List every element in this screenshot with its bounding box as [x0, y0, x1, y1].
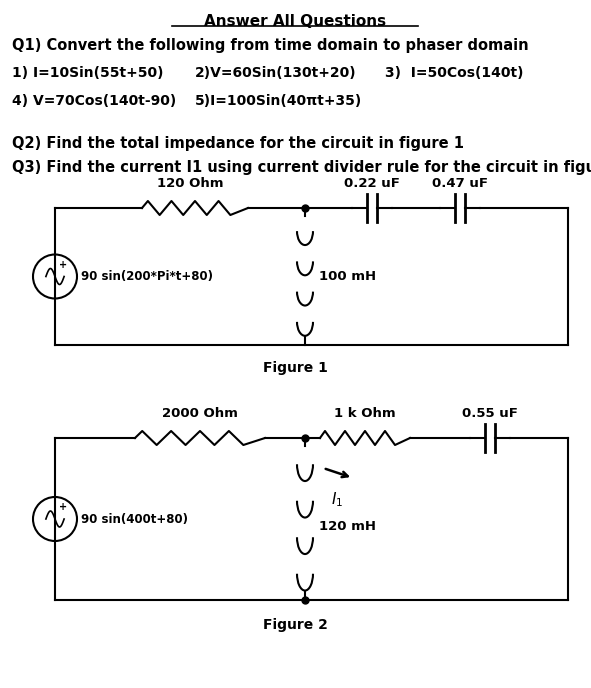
Text: 120 mH: 120 mH — [319, 521, 376, 533]
Text: Answer All Questions: Answer All Questions — [204, 14, 386, 29]
Text: 1 k Ohm: 1 k Ohm — [334, 407, 396, 420]
Text: 0.47 uF: 0.47 uF — [432, 177, 488, 190]
Text: Q1) Convert the following from time domain to phaser domain: Q1) Convert the following from time doma… — [12, 38, 528, 53]
Text: 0.22 uF: 0.22 uF — [344, 177, 400, 190]
Text: $I_1$: $I_1$ — [331, 490, 343, 508]
Text: 1) I=10Sin(55t+50): 1) I=10Sin(55t+50) — [12, 66, 164, 80]
Text: 0.55 uF: 0.55 uF — [462, 407, 518, 420]
Text: 4) V=70Cos(140t-90): 4) V=70Cos(140t-90) — [12, 94, 176, 108]
Text: 120 Ohm: 120 Ohm — [157, 177, 223, 190]
Text: Figure 1: Figure 1 — [262, 361, 327, 375]
Text: +: + — [59, 502, 67, 512]
Text: 3)  I=50Cos(140t): 3) I=50Cos(140t) — [385, 66, 524, 80]
Text: 5)I=100Sin(40πt+35): 5)I=100Sin(40πt+35) — [195, 94, 362, 108]
Text: Figure 2: Figure 2 — [262, 618, 327, 632]
Text: 2000 Ohm: 2000 Ohm — [162, 407, 238, 420]
Text: 90 sin(400t+80): 90 sin(400t+80) — [81, 513, 188, 526]
Text: 90 sin(200*Pi*t+80): 90 sin(200*Pi*t+80) — [81, 270, 213, 283]
Text: Q3) Find the current I1 using current divider rule for the circuit in figure 2: Q3) Find the current I1 using current di… — [12, 160, 591, 175]
Text: Q2) Find the total impedance for the circuit in figure 1: Q2) Find the total impedance for the cir… — [12, 136, 464, 151]
Text: 2)V=60Sin(130t+20): 2)V=60Sin(130t+20) — [195, 66, 356, 80]
Text: 100 mH: 100 mH — [319, 270, 376, 283]
Text: +: + — [59, 259, 67, 270]
